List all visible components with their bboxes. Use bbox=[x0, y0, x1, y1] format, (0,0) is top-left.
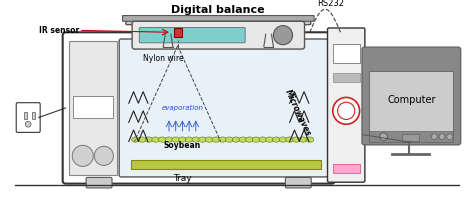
Bar bbox=[131, 160, 321, 169]
Ellipse shape bbox=[279, 137, 287, 142]
Text: Microwaves: Microwaves bbox=[283, 88, 312, 138]
Circle shape bbox=[333, 97, 360, 124]
Bar bbox=[333, 72, 360, 82]
Text: RS232: RS232 bbox=[318, 0, 345, 8]
Ellipse shape bbox=[199, 137, 206, 142]
Ellipse shape bbox=[145, 137, 153, 142]
Text: evaporation: evaporation bbox=[162, 105, 203, 111]
Ellipse shape bbox=[292, 137, 300, 142]
FancyBboxPatch shape bbox=[86, 177, 112, 188]
Circle shape bbox=[380, 133, 387, 141]
FancyBboxPatch shape bbox=[16, 103, 40, 132]
Ellipse shape bbox=[273, 137, 280, 142]
Ellipse shape bbox=[185, 137, 193, 142]
Text: Computer: Computer bbox=[387, 95, 436, 105]
Ellipse shape bbox=[192, 137, 200, 142]
Text: Tray: Tray bbox=[173, 174, 191, 183]
Ellipse shape bbox=[172, 137, 180, 142]
Ellipse shape bbox=[239, 137, 246, 142]
Circle shape bbox=[25, 121, 31, 127]
Ellipse shape bbox=[299, 137, 307, 142]
Ellipse shape bbox=[158, 137, 166, 142]
Bar bbox=[69, 41, 117, 175]
Text: IR sensor: IR sensor bbox=[39, 26, 79, 35]
FancyBboxPatch shape bbox=[362, 47, 461, 145]
Circle shape bbox=[447, 134, 453, 140]
Ellipse shape bbox=[232, 137, 240, 142]
Bar bbox=[24, 112, 27, 119]
Bar bbox=[174, 29, 182, 37]
FancyBboxPatch shape bbox=[119, 39, 328, 177]
Ellipse shape bbox=[152, 137, 159, 142]
FancyBboxPatch shape bbox=[63, 32, 335, 184]
Bar bbox=[369, 131, 454, 142]
Bar bbox=[369, 71, 454, 133]
Circle shape bbox=[337, 102, 355, 119]
Bar bbox=[333, 164, 360, 173]
Bar bbox=[333, 44, 360, 63]
Ellipse shape bbox=[165, 137, 173, 142]
FancyBboxPatch shape bbox=[285, 177, 311, 188]
Circle shape bbox=[94, 146, 113, 166]
Ellipse shape bbox=[205, 137, 213, 142]
Circle shape bbox=[431, 134, 437, 140]
Ellipse shape bbox=[266, 137, 273, 142]
Ellipse shape bbox=[138, 137, 146, 142]
Ellipse shape bbox=[212, 137, 220, 142]
FancyBboxPatch shape bbox=[126, 18, 311, 25]
Ellipse shape bbox=[286, 137, 293, 142]
Ellipse shape bbox=[306, 137, 314, 142]
Ellipse shape bbox=[252, 137, 260, 142]
Ellipse shape bbox=[219, 137, 227, 142]
FancyBboxPatch shape bbox=[123, 15, 314, 21]
FancyBboxPatch shape bbox=[139, 28, 245, 43]
FancyBboxPatch shape bbox=[132, 21, 304, 49]
Circle shape bbox=[439, 134, 445, 140]
Bar bbox=[32, 112, 35, 119]
Circle shape bbox=[273, 26, 292, 45]
Text: Digital balance: Digital balance bbox=[171, 5, 264, 15]
Circle shape bbox=[72, 145, 93, 166]
Ellipse shape bbox=[179, 137, 186, 142]
Ellipse shape bbox=[246, 137, 253, 142]
Bar bbox=[73, 96, 113, 118]
Ellipse shape bbox=[132, 137, 139, 142]
Text: Soybean: Soybean bbox=[164, 142, 201, 150]
Ellipse shape bbox=[226, 137, 233, 142]
Ellipse shape bbox=[259, 137, 267, 142]
Bar bbox=[402, 134, 419, 141]
Text: Nylon wire: Nylon wire bbox=[143, 54, 183, 63]
FancyBboxPatch shape bbox=[328, 28, 365, 182]
